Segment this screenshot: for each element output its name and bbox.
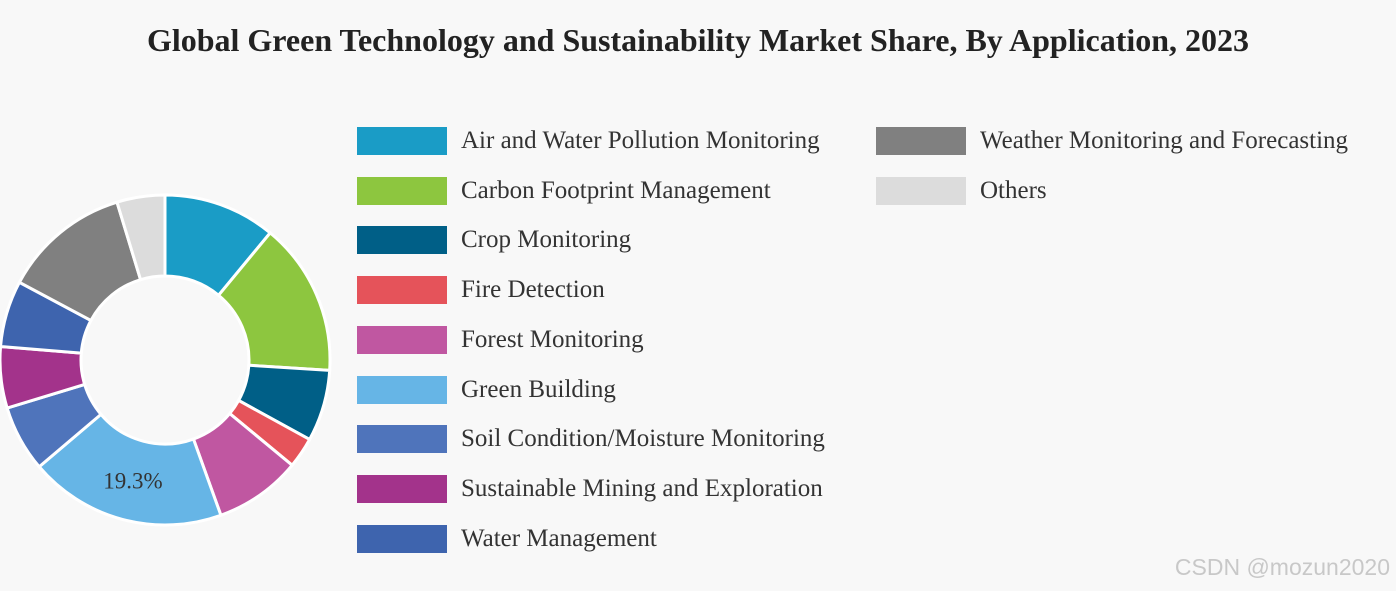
watermark: CSDN @mozun2020: [1174, 554, 1390, 580]
legend-label: Water Management: [461, 524, 657, 552]
legend-swatch: [357, 375, 447, 404]
legend-label: Fire Detection: [461, 276, 605, 304]
legend-label: Weather Monitoring and Forecasting: [980, 127, 1349, 154]
legend-item-air-and-water-pollution-monitoring[interactable]: Air and Water Pollution Monitoring: [357, 126, 820, 156]
legend-label: Air and Water Pollution Monitoring: [461, 127, 820, 154]
legend-label: Green Building: [461, 375, 616, 403]
legend-label: Forest Monitoring: [461, 325, 644, 353]
legend-label: Others: [980, 176, 1047, 204]
legend-item-crop-monitoring[interactable]: Crop Monitoring: [357, 225, 631, 255]
legend-item-weather-monitoring-and-forecasting[interactable]: Weather Monitoring and Forecasting: [876, 126, 1348, 156]
legend-swatch: [357, 325, 447, 354]
legend-item-water-management[interactable]: Water Management: [357, 524, 657, 554]
legend-label: Soil Condition/Moisture Monitoring: [461, 425, 825, 453]
legend-label: Sustainable Mining and Exploration: [461, 474, 823, 502]
legend-swatch: [876, 176, 966, 205]
legend-item-carbon-footprint-management[interactable]: Carbon Footprint Management: [357, 176, 771, 206]
legend-swatch: [357, 425, 447, 454]
legend-swatch: [357, 226, 447, 255]
slice-green-building[interactable]: [37, 412, 223, 527]
legend-swatch: [357, 276, 447, 305]
slice-others[interactable]: [115, 193, 167, 282]
legend-item-others[interactable]: Others: [876, 176, 1047, 206]
legend-swatch: [357, 127, 447, 155]
legend-swatch: [357, 176, 447, 205]
donut-chart: 19.3%: [0, 193, 332, 527]
legend-swatch: [357, 524, 447, 553]
legend-item-sustainable-mining-and-exploration[interactable]: Sustainable Mining and Exploration: [357, 474, 823, 504]
legend-swatch: [876, 127, 966, 155]
legend-item-fire-detection[interactable]: Fire Detection: [357, 275, 605, 305]
legend-label: Crop Monitoring: [461, 226, 632, 254]
legend-swatch: [357, 474, 447, 503]
data-label-green-building: 19.3%: [103, 468, 162, 493]
legend-label: Carbon Footprint Management: [461, 176, 771, 204]
legend-item-green-building[interactable]: Green Building: [357, 375, 616, 405]
legend-item-forest-monitoring[interactable]: Forest Monitoring: [357, 325, 644, 355]
legend-item-soil-condition-moisture-monitoring[interactable]: Soil Condition/Moisture Monitoring: [357, 424, 825, 454]
chart-title: Global Green Technology and Sustainabili…: [146, 22, 1250, 58]
